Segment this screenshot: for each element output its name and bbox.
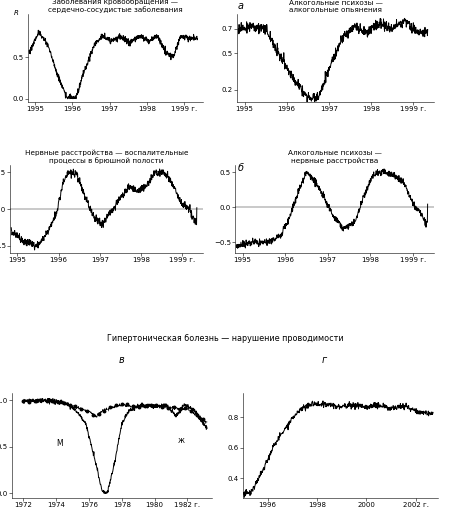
- Text: М: М: [56, 439, 63, 448]
- Text: г: г: [321, 355, 327, 365]
- Text: ж: ж: [178, 436, 185, 445]
- Title: Заболевания кровообращения —
сердечно-сосудистые заболевания: Заболевания кровообращения — сердечно-со…: [48, 0, 183, 13]
- Text: б: б: [238, 163, 244, 173]
- Text: а: а: [238, 1, 244, 11]
- Text: в: в: [119, 355, 124, 365]
- Text: R: R: [14, 10, 19, 15]
- Title: Алкогольные психозы —
нервные расстройства: Алкогольные психозы — нервные расстройст…: [288, 150, 382, 164]
- Title: Алкогольные психозы —
алкогольные опьянения: Алкогольные психозы — алкогольные опьяне…: [288, 0, 382, 13]
- Title: Нервные расстройства — воспалительные
процессы в брюшной полости: Нервные расстройства — воспалительные пр…: [25, 149, 188, 164]
- Text: Гипертоническая болезнь — нарушение проводимости: Гипертоническая болезнь — нарушение пров…: [107, 334, 343, 342]
